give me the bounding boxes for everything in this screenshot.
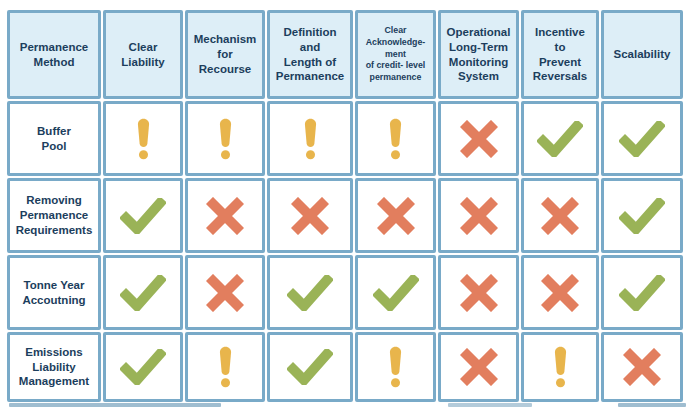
- check-icon: [619, 275, 665, 311]
- check-icon: [619, 198, 665, 234]
- check-cell: [103, 178, 183, 253]
- warning-cell: [521, 332, 599, 402]
- column-header: Scalability: [601, 10, 683, 99]
- cross-cell: [438, 332, 519, 402]
- exclamation-warning-icon: [385, 346, 406, 388]
- exclamation-warning-icon: [215, 118, 236, 160]
- column-header: Permanence Method: [7, 10, 101, 99]
- table-shadow: [448, 403, 532, 407]
- warning-cell: [185, 332, 265, 402]
- row-header: Removing Permanence Requirements: [7, 178, 101, 253]
- check-cell: [267, 255, 353, 330]
- check-cell: [521, 101, 599, 176]
- cross-icon: [460, 274, 498, 312]
- cross-cell: [438, 178, 519, 253]
- check-cell: [355, 255, 436, 330]
- cross-cell: [355, 178, 436, 253]
- check-icon: [120, 275, 166, 311]
- column-header: Clear Liability: [103, 10, 183, 99]
- row-header: Tonne Year Accoutning: [7, 255, 101, 330]
- table-shadow: [9, 403, 221, 407]
- cross-cell: [267, 178, 353, 253]
- exclamation-warning-icon: [385, 118, 406, 160]
- permanence-comparison-table: Permanence MethodClear LiabilityMechanis…: [0, 0, 690, 413]
- exclamation-warning-icon: [133, 118, 154, 160]
- check-icon: [537, 121, 583, 157]
- cross-cell: [521, 255, 599, 330]
- cross-icon: [206, 274, 244, 312]
- cross-icon: [541, 197, 579, 235]
- cross-icon: [206, 197, 244, 235]
- check-icon: [287, 349, 333, 385]
- row-header: Emissions Liability Management: [7, 332, 101, 402]
- check-icon: [120, 198, 166, 234]
- cross-icon: [623, 348, 661, 386]
- cross-icon: [541, 274, 579, 312]
- check-cell: [267, 332, 353, 402]
- warning-cell: [103, 101, 183, 176]
- cross-icon: [460, 120, 498, 158]
- cross-cell: [185, 178, 265, 253]
- cross-icon: [460, 348, 498, 386]
- cross-cell: [438, 101, 519, 176]
- column-header: Mechanism for Recourse: [185, 10, 265, 99]
- cross-cell: [601, 332, 683, 402]
- warning-cell: [185, 101, 265, 176]
- column-header: Operational Long-Term Monitoring System: [438, 10, 519, 99]
- table-shadow: [618, 403, 686, 407]
- exclamation-warning-icon: [300, 118, 321, 160]
- column-header: Incentive to Prevent Reversals: [521, 10, 599, 99]
- check-icon: [619, 121, 665, 157]
- column-header: Clear Acknowledge- ment of credit- level…: [355, 10, 436, 99]
- cross-cell: [521, 178, 599, 253]
- cross-cell: [185, 255, 265, 330]
- warning-cell: [355, 332, 436, 402]
- row-header: Buffer Pool: [7, 101, 101, 176]
- warning-cell: [355, 101, 436, 176]
- check-icon: [287, 275, 333, 311]
- check-cell: [103, 332, 183, 402]
- cross-icon: [291, 197, 329, 235]
- check-cell: [601, 178, 683, 253]
- check-icon: [373, 275, 419, 311]
- check-cell: [103, 255, 183, 330]
- exclamation-warning-icon: [215, 346, 236, 388]
- column-header: Definition and Length of Permanence: [267, 10, 353, 99]
- cross-icon: [377, 197, 415, 235]
- comparison-grid: Permanence MethodClear LiabilityMechanis…: [7, 10, 683, 402]
- exclamation-warning-icon: [550, 346, 571, 388]
- warning-cell: [267, 101, 353, 176]
- cross-icon: [460, 197, 498, 235]
- check-cell: [601, 255, 683, 330]
- cross-cell: [438, 255, 519, 330]
- check-icon: [120, 349, 166, 385]
- check-cell: [601, 101, 683, 176]
